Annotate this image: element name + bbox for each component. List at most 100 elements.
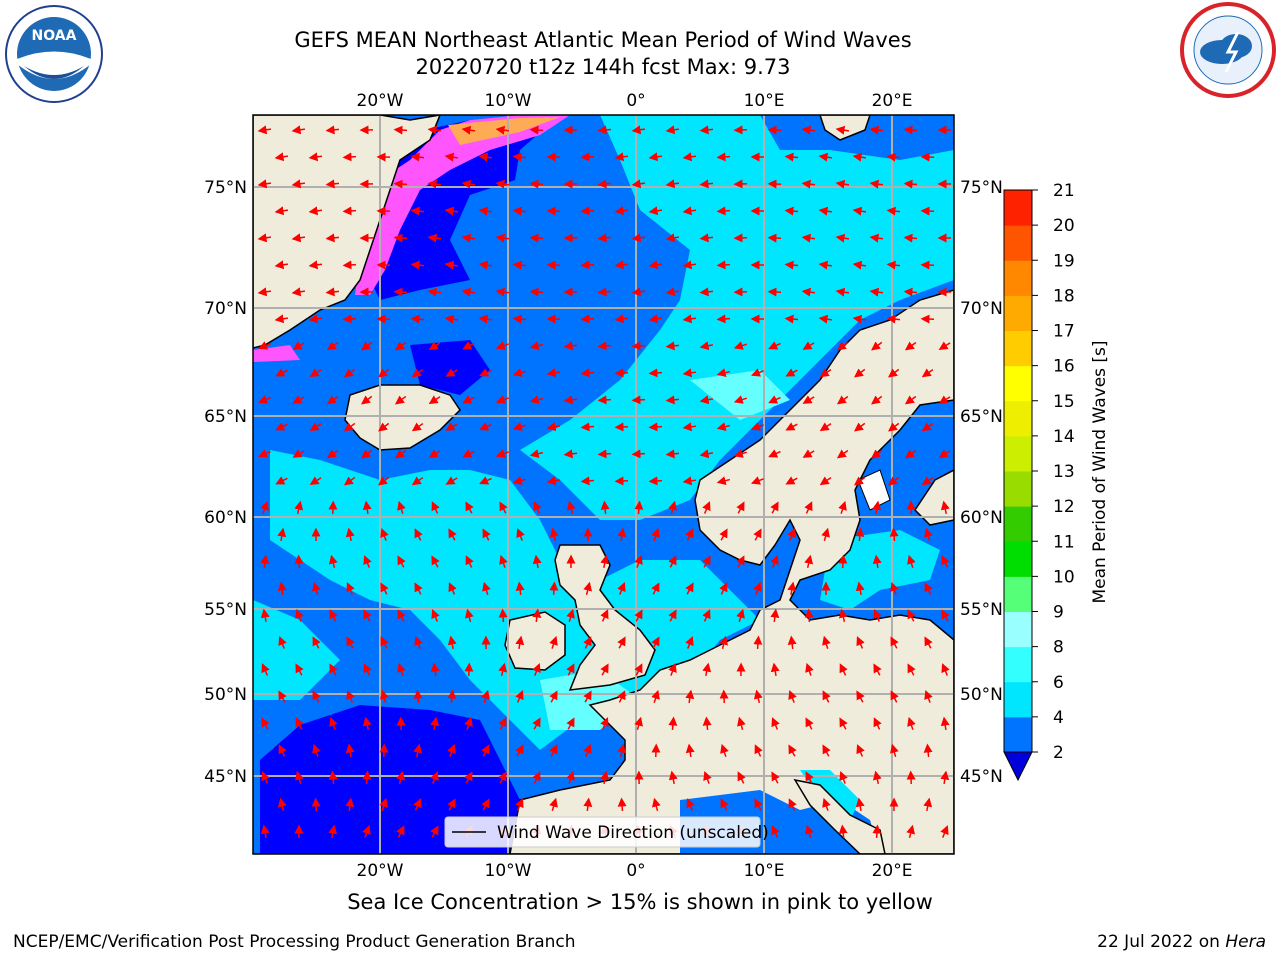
wind-wave-arrow [362, 716, 372, 731]
wind-wave-arrow [580, 152, 595, 162]
wind-wave-arrow [716, 314, 731, 324]
wind-wave-arrow [498, 771, 507, 784]
wind-wave-arrow [960, 799, 964, 810]
wind-wave-arrow [257, 125, 272, 135]
wind-wave-arrow [648, 152, 663, 162]
wind-wave-arrow [784, 206, 799, 216]
wind-wave-arrow [325, 287, 340, 297]
wind-wave-arrow [448, 528, 457, 541]
wind-wave-arrow [770, 662, 780, 677]
wind-wave-arrow [682, 476, 697, 486]
wind-wave-arrow [890, 743, 899, 757]
wind-wave-arrow [308, 314, 323, 324]
wind-wave-arrow [802, 341, 815, 350]
wind-wave-arrow [411, 368, 424, 378]
wind-wave-arrow [923, 797, 933, 812]
wind-wave-arrow [682, 368, 697, 378]
wind-wave-arrow [345, 743, 355, 758]
wind-wave-arrow [444, 260, 459, 270]
wind-wave-arrow [512, 314, 527, 324]
wind-wave-arrow [818, 260, 833, 270]
wind-wave-arrow [668, 555, 677, 568]
lat-label: 55°N [204, 600, 247, 620]
wind-wave-arrow [479, 476, 492, 485]
wind-wave-arrow [869, 287, 884, 297]
wind-wave-arrow [737, 771, 746, 784]
wind-wave-arrow [956, 211, 968, 212]
wind-wave-arrow [818, 152, 833, 162]
wind-wave-arrow [363, 609, 372, 622]
wind-wave-arrow [682, 260, 697, 270]
wind-wave-arrow [427, 179, 442, 189]
colorbar-segment [1004, 681, 1032, 718]
wind-wave-arrow [363, 555, 372, 568]
wind-wave-arrow [805, 662, 814, 676]
wind-wave-arrow [277, 581, 287, 596]
wind-wave-arrow [580, 476, 595, 486]
wind-wave-arrow [260, 501, 269, 514]
wind-wave-arrow [529, 125, 544, 135]
wind-wave-arrow [465, 501, 474, 514]
map-legend: Wind Wave Direction (unscaled) [444, 816, 769, 848]
wind-wave-arrow [924, 689, 933, 703]
wind-wave-arrow [393, 179, 408, 189]
wind-wave-arrow [668, 662, 677, 676]
wind-wave-arrow [736, 608, 745, 622]
wind-wave-arrow [462, 395, 475, 404]
wind-wave-arrow [495, 395, 509, 404]
noaa-logo-icon: NOAA [5, 5, 103, 103]
wind-wave-arrow [566, 663, 575, 676]
wind-wave-arrow [617, 797, 627, 812]
wind-wave-arrow [685, 636, 694, 649]
wind-wave-arrow [461, 179, 476, 189]
wind-wave-arrow [461, 125, 476, 135]
wind-wave-arrow [634, 500, 644, 515]
wind-wave-arrow [719, 528, 728, 541]
wind-wave-arrow [294, 554, 304, 569]
wind-wave-arrow [566, 717, 575, 730]
wind-wave-arrow [580, 206, 595, 216]
wind-wave-arrow [512, 476, 526, 485]
wind-wave-arrow [614, 260, 629, 270]
wind-wave-arrow [957, 478, 968, 484]
wind-wave-arrow [699, 287, 714, 297]
wind-wave-arrow [478, 260, 493, 270]
wind-wave-arrow [889, 527, 899, 542]
wind-wave-arrow [499, 501, 508, 514]
wind-wave-arrow [326, 449, 339, 459]
wind-wave-arrow [515, 690, 524, 703]
wind-wave-arrow [784, 314, 799, 324]
wind-wave-arrow [380, 636, 389, 649]
wind-wave-arrow [822, 690, 831, 703]
wind-wave-arrow [614, 206, 629, 216]
lat-label: 70°N [204, 299, 247, 319]
low-period-zone-iceland [410, 340, 490, 395]
wind-wave-arrow [665, 341, 680, 351]
lon-label: 10°W [485, 861, 532, 881]
wind-wave-arrow [532, 608, 542, 623]
colorbar-tick-label: 12 [1053, 497, 1075, 517]
lat-label: 45°N [204, 767, 247, 787]
wind-wave-arrow [309, 368, 322, 378]
land-scandinavia-europe [509, 289, 954, 854]
wind-wave-arrow [397, 609, 406, 622]
wind-wave-arrow [342, 260, 357, 270]
wind-wave-arrow [479, 368, 492, 377]
wind-wave-arrow [888, 422, 900, 432]
wind-wave-arrow [614, 422, 629, 432]
wind-wave-arrow [617, 690, 626, 703]
wind-wave-arrow [462, 341, 475, 350]
wind-wave-arrow [768, 341, 781, 350]
wind-wave-arrow [447, 689, 457, 704]
wind-wave-arrow [805, 717, 814, 730]
wind-wave-arrow [685, 582, 694, 595]
wind-wave-arrow [855, 527, 865, 542]
wind-wave-arrow [940, 500, 950, 515]
wind-wave-arrow [512, 422, 526, 431]
nws-logo-icon [1180, 2, 1276, 98]
host-text: Hera [1225, 932, 1266, 952]
wind-wave-arrow [703, 770, 712, 784]
wind-wave-arrow [771, 771, 780, 784]
wind-wave-arrow [770, 555, 779, 568]
wind-wave-arrow [308, 206, 323, 216]
